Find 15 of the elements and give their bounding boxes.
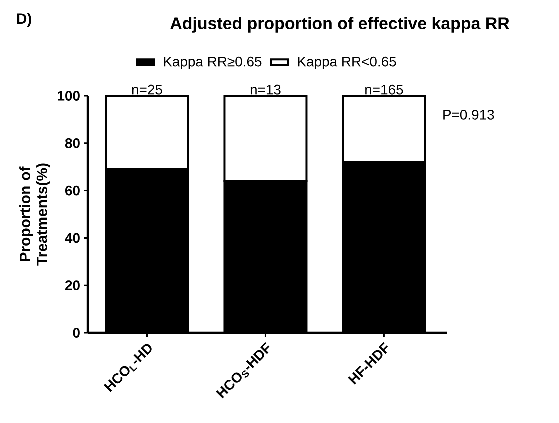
- text: D): [17, 13, 32, 28]
- legend-label: Kappa RR<0.65: [298, 56, 396, 70]
- y-tick-label: 20: [65, 280, 80, 291]
- y-tick-label: 0: [73, 328, 80, 338]
- y-tick-label: 40: [65, 233, 80, 244]
- annotation: n=13: [250, 84, 281, 95]
- legend-label: Kappa RR≥0.65: [164, 56, 262, 70]
- annotation: n=165: [366, 84, 404, 95]
- y-tick-label: 100: [58, 91, 80, 101]
- y-tick-label: 60: [66, 186, 80, 196]
- y-axis-title: Proportion of Treatments(%): [20, 164, 50, 266]
- y-tick-label: 80: [65, 138, 80, 148]
- chart-title: Adjusted proportion of effective kappa RR: [170, 17, 510, 33]
- annotation: n=25: [132, 84, 162, 95]
- annotation: P=0.913: [444, 110, 494, 120]
